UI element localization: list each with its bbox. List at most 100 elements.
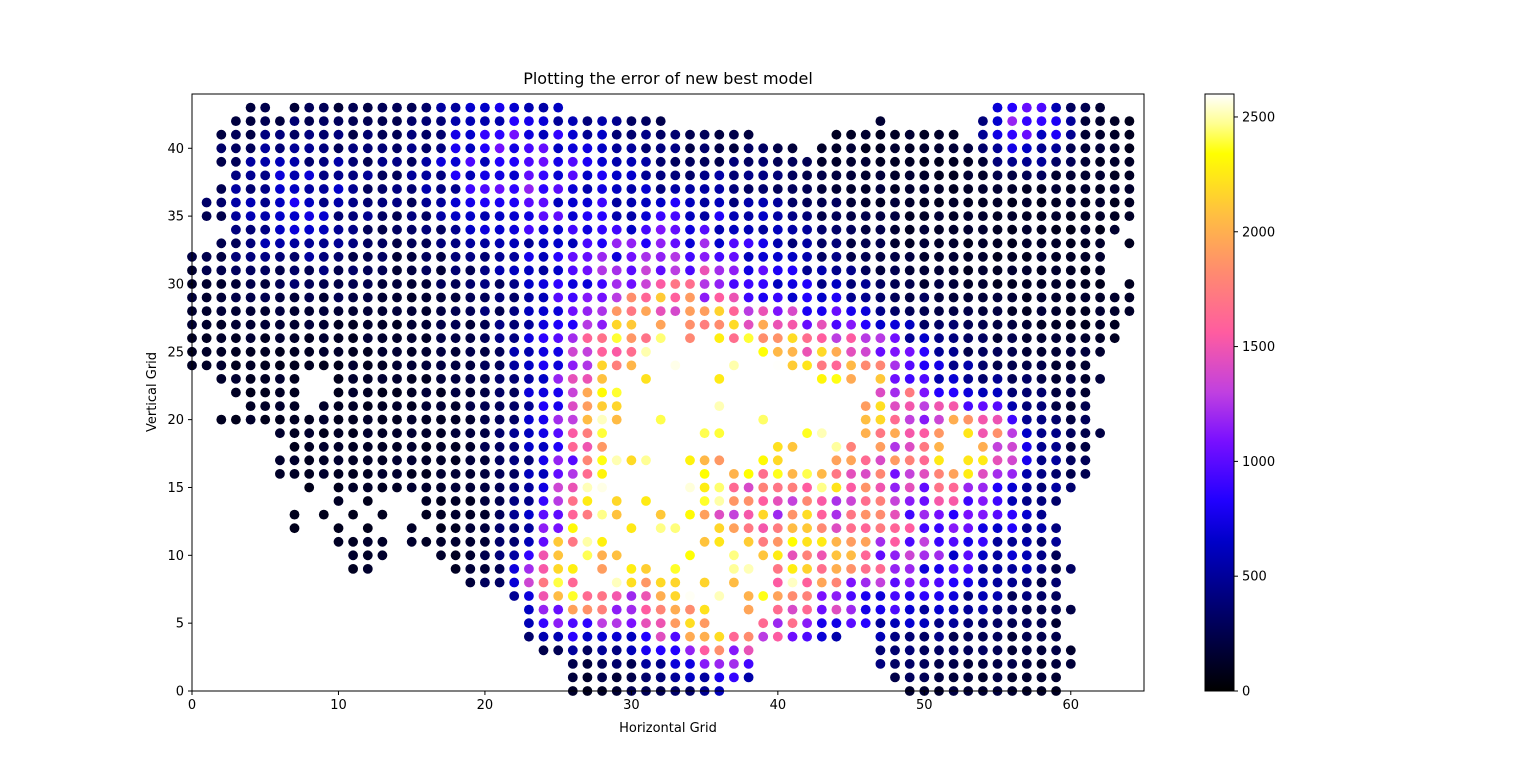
data-point [831, 279, 842, 289]
data-point [597, 129, 607, 140]
data-point [1051, 469, 1061, 479]
data-point [1080, 116, 1091, 126]
data-point [348, 116, 358, 126]
data-point [567, 279, 578, 289]
data-point [392, 306, 402, 316]
data-point [1095, 319, 1105, 330]
data-point [524, 401, 534, 411]
data-point [318, 346, 329, 357]
data-point [524, 265, 534, 276]
data-point [655, 591, 666, 601]
data-point [509, 184, 520, 194]
data-point [524, 428, 534, 439]
data-point [289, 441, 300, 452]
data-point [611, 170, 622, 181]
data-point [436, 360, 446, 371]
data-point [655, 265, 666, 276]
data-point [992, 306, 1003, 316]
data-point [729, 455, 739, 466]
data-point [963, 401, 974, 411]
data-point [509, 360, 520, 371]
data-point [245, 265, 256, 276]
data-point [421, 292, 432, 303]
data-point [699, 523, 710, 534]
data-point [758, 496, 769, 506]
data-point [318, 360, 329, 371]
data-point [421, 251, 432, 262]
data-point [641, 238, 651, 249]
data-point [787, 251, 798, 262]
data-point [978, 523, 988, 534]
data-point [729, 211, 739, 222]
data-point [597, 482, 607, 493]
data-point [1007, 333, 1018, 344]
data-point [919, 143, 930, 154]
data-point [831, 604, 842, 615]
data-point [567, 455, 578, 466]
data-point [860, 550, 871, 561]
data-point [1051, 401, 1061, 411]
data-point [1124, 170, 1135, 181]
data-point [509, 441, 520, 452]
data-point [597, 509, 607, 520]
data-point [289, 197, 300, 208]
data-point [465, 156, 476, 167]
data-point [465, 292, 476, 303]
data-point [699, 482, 710, 493]
data-point [714, 211, 725, 222]
data-point [758, 306, 769, 316]
data-point [318, 414, 329, 425]
data-point [1065, 387, 1076, 398]
data-point [538, 631, 549, 642]
data-point [1021, 170, 1032, 181]
data-point [919, 550, 930, 561]
data-point [1051, 238, 1061, 249]
data-point [904, 360, 915, 371]
data-point [714, 604, 725, 615]
data-point [1065, 333, 1076, 344]
data-point [919, 455, 930, 466]
data-point [1051, 428, 1061, 439]
data-point [787, 211, 798, 222]
data-point [919, 279, 930, 289]
data-point [436, 482, 446, 493]
data-point [860, 265, 871, 276]
data-point [846, 482, 856, 493]
data-point [816, 251, 827, 262]
data-point [450, 482, 461, 493]
data-point [670, 591, 681, 601]
data-point [611, 509, 622, 520]
data-point [348, 455, 358, 466]
data-point [1036, 360, 1047, 371]
data-point [714, 401, 725, 411]
data-point [1080, 306, 1091, 316]
data-point [992, 292, 1003, 303]
data-point [524, 564, 534, 574]
data-point [567, 129, 578, 140]
data-point [406, 441, 417, 452]
data-point [524, 618, 534, 629]
data-point [787, 428, 798, 439]
data-point [816, 224, 827, 235]
data-point [875, 116, 886, 126]
data-point [685, 211, 695, 222]
data-point [729, 496, 739, 506]
data-point [846, 224, 856, 235]
data-point [275, 360, 285, 371]
x-tick-label: 20 [477, 698, 494, 713]
data-point [421, 469, 432, 479]
data-point [333, 279, 344, 289]
data-point [772, 184, 783, 194]
data-point [802, 469, 812, 479]
data-point [860, 401, 871, 411]
data-point [318, 455, 329, 466]
data-point [494, 428, 505, 439]
data-point [333, 482, 344, 493]
data-point [509, 536, 520, 547]
data-point [377, 116, 388, 126]
data-point [1007, 143, 1018, 154]
data-point [890, 591, 900, 601]
data-point [348, 482, 358, 493]
data-point [992, 659, 1003, 669]
data-point [289, 319, 300, 330]
